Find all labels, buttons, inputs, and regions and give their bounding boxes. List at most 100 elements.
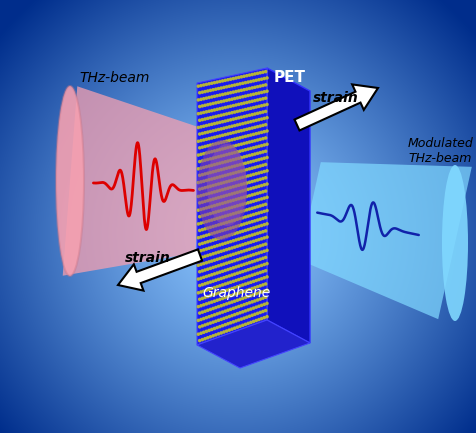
Circle shape [245, 74, 248, 77]
Circle shape [261, 217, 264, 220]
Circle shape [197, 278, 199, 280]
Circle shape [204, 338, 206, 340]
Circle shape [232, 186, 234, 188]
Circle shape [201, 325, 203, 327]
Circle shape [214, 279, 217, 281]
Circle shape [197, 126, 199, 129]
Circle shape [242, 196, 245, 198]
Circle shape [255, 132, 257, 135]
Circle shape [237, 265, 239, 267]
Circle shape [263, 117, 265, 120]
Circle shape [229, 78, 231, 80]
Circle shape [250, 261, 253, 263]
Circle shape [210, 178, 212, 180]
Circle shape [217, 169, 219, 171]
Circle shape [255, 199, 257, 201]
Circle shape [253, 166, 256, 168]
Circle shape [199, 277, 202, 279]
Circle shape [209, 213, 211, 215]
Circle shape [197, 292, 199, 294]
Circle shape [236, 164, 238, 166]
Circle shape [247, 94, 249, 97]
Circle shape [241, 149, 243, 152]
Circle shape [232, 104, 234, 107]
Circle shape [240, 224, 242, 226]
Circle shape [236, 272, 238, 275]
Circle shape [212, 321, 214, 323]
Circle shape [217, 129, 219, 131]
Circle shape [212, 280, 214, 282]
Circle shape [228, 234, 230, 236]
Circle shape [236, 84, 238, 86]
Circle shape [247, 268, 249, 271]
Circle shape [213, 287, 215, 289]
Circle shape [237, 144, 239, 146]
Circle shape [208, 261, 210, 263]
Circle shape [236, 232, 238, 234]
Circle shape [222, 222, 225, 224]
Circle shape [233, 300, 235, 302]
Circle shape [199, 208, 202, 210]
Circle shape [229, 200, 231, 202]
Circle shape [198, 174, 200, 177]
Circle shape [206, 200, 208, 202]
Circle shape [265, 130, 268, 132]
Circle shape [227, 241, 228, 243]
Circle shape [233, 192, 235, 194]
Circle shape [232, 253, 234, 255]
Circle shape [206, 145, 208, 147]
Circle shape [238, 83, 241, 85]
Circle shape [237, 211, 239, 213]
Circle shape [258, 138, 261, 140]
Circle shape [210, 301, 212, 303]
Circle shape [248, 235, 250, 237]
Circle shape [264, 97, 266, 99]
Circle shape [198, 339, 200, 342]
Circle shape [201, 339, 203, 341]
Circle shape [252, 320, 254, 323]
Circle shape [250, 234, 253, 236]
Circle shape [240, 76, 242, 78]
Circle shape [229, 227, 231, 229]
Circle shape [250, 274, 253, 276]
Circle shape [261, 111, 264, 113]
Circle shape [247, 282, 249, 284]
Circle shape [235, 279, 237, 281]
Circle shape [252, 267, 254, 269]
Circle shape [248, 74, 250, 76]
Circle shape [199, 332, 202, 334]
Circle shape [229, 173, 231, 175]
Circle shape [242, 75, 245, 78]
Circle shape [255, 173, 257, 175]
Circle shape [206, 295, 208, 298]
Circle shape [240, 264, 242, 266]
Circle shape [227, 106, 228, 108]
Circle shape [249, 294, 251, 297]
Circle shape [218, 230, 220, 233]
Circle shape [212, 335, 214, 337]
Circle shape [236, 259, 238, 261]
Circle shape [224, 297, 226, 299]
Circle shape [248, 181, 250, 183]
Circle shape [229, 322, 231, 324]
Circle shape [216, 163, 218, 165]
Circle shape [255, 186, 257, 188]
Circle shape [222, 249, 225, 252]
Circle shape [227, 255, 228, 257]
Circle shape [206, 172, 208, 174]
Circle shape [242, 223, 245, 225]
Circle shape [218, 312, 220, 314]
Circle shape [248, 288, 250, 291]
Circle shape [261, 98, 264, 100]
Circle shape [199, 126, 202, 128]
Circle shape [248, 87, 250, 90]
Circle shape [219, 210, 222, 212]
Circle shape [253, 273, 256, 275]
Circle shape [260, 291, 262, 293]
Circle shape [216, 258, 218, 261]
Circle shape [241, 136, 243, 138]
Circle shape [217, 306, 219, 308]
Circle shape [227, 282, 228, 284]
Circle shape [201, 105, 203, 107]
Circle shape [258, 278, 259, 281]
